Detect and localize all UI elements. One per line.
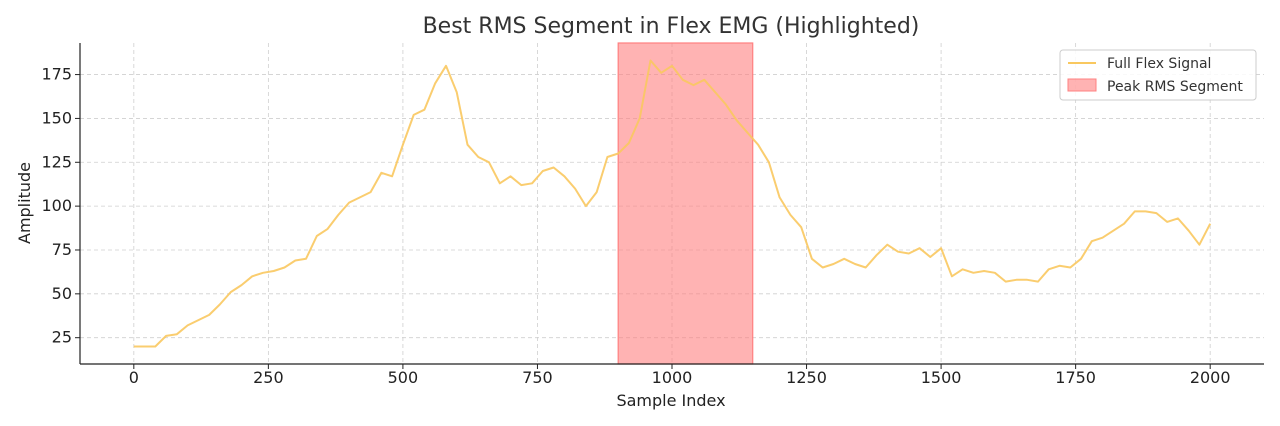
legend-label-signal: Full Flex Signal: [1107, 56, 1211, 72]
x-tick-label: 500: [388, 368, 419, 387]
x-axis-label: Sample Index: [616, 391, 725, 410]
legend-frame: [1059, 49, 1257, 101]
chart-title: Best RMS Segment in Flex EMG (Highlighte…: [423, 14, 920, 39]
x-tick-label: 0: [129, 368, 139, 387]
x-tick-label: 1750: [1055, 368, 1096, 387]
y-tick-label: 125: [41, 152, 72, 171]
ticks-layer: 0 250 500 750 1000 1250 1500 1750 2000 25 50 75 100 1…: [41, 65, 1230, 387]
legend-label-highlight: Peak RMS Segment: [1107, 79, 1243, 95]
x-tick-label: 2000: [1190, 368, 1231, 387]
y-axis-label: Amplitude: [15, 162, 34, 244]
y-tick-label: 150: [41, 108, 72, 127]
highlight-band: [617, 42, 754, 365]
series-layer: [133, 59, 1212, 348]
x-tick-label: 1250: [786, 368, 827, 387]
y-tick-label: 175: [41, 65, 72, 84]
series-line-flex-signal: [133, 59, 1212, 348]
x-tick-label: 250: [253, 368, 284, 387]
x-tick-label: 1000: [652, 368, 693, 387]
legend: Full Flex Signal Peak RMS Segment: [1059, 49, 1257, 101]
legend-highlight-swatch: [1067, 78, 1097, 92]
y-tick-label: 25: [52, 328, 72, 347]
highlight-layer: [617, 42, 754, 365]
x-tick-label: 1500: [921, 368, 962, 387]
x-tick-label: 750: [522, 368, 553, 387]
y-tick-label: 75: [52, 240, 72, 259]
y-tick-label: 50: [52, 284, 72, 303]
y-tick-label: 100: [41, 196, 72, 215]
